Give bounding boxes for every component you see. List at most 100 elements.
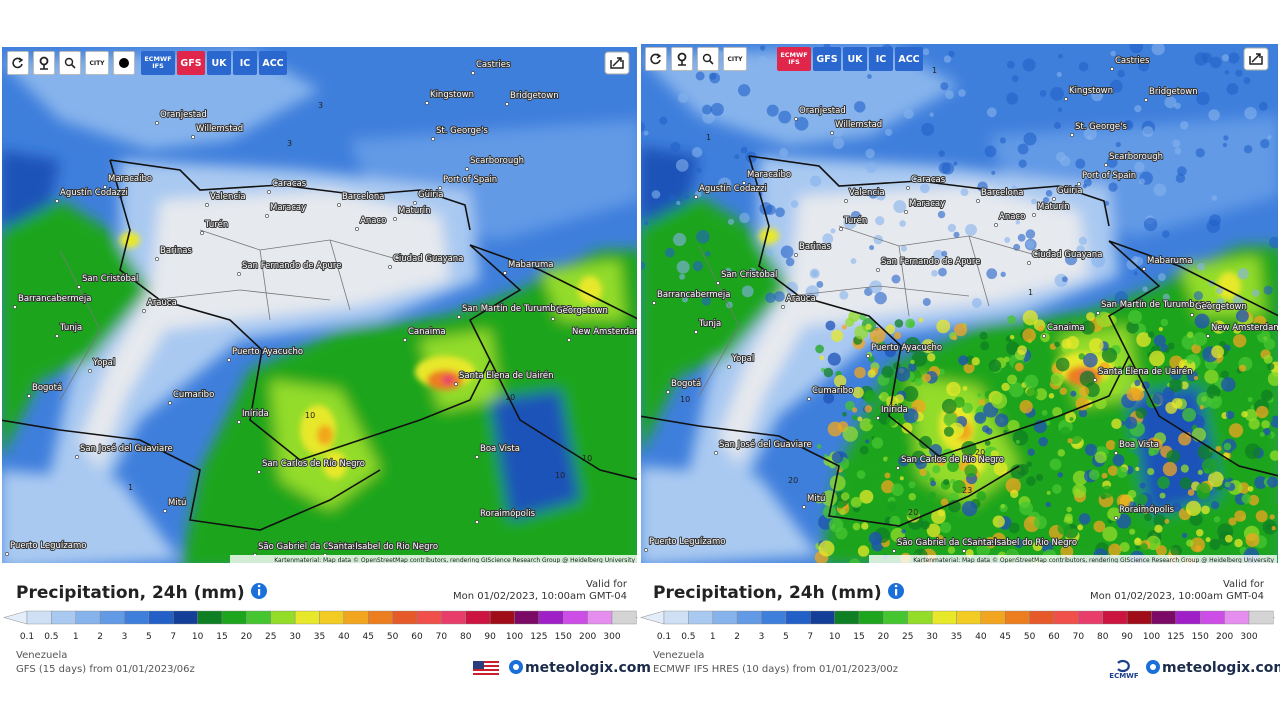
legend-swatch bbox=[489, 610, 515, 625]
precip-cell bbox=[976, 491, 987, 502]
model-button[interactable]: UK bbox=[207, 51, 231, 75]
precip-cell bbox=[974, 411, 987, 424]
city-label: Willemstad bbox=[835, 120, 882, 130]
precip-cell bbox=[1083, 352, 1098, 368]
precip-cell bbox=[1088, 337, 1104, 353]
contour-label: 10 bbox=[505, 393, 515, 402]
precip-cell bbox=[695, 71, 705, 81]
legend-label: 80 bbox=[460, 632, 472, 642]
city-label: Oranjestad bbox=[160, 110, 207, 120]
model-run: ECMWF IFS HRES (10 days) from 01/01/2023… bbox=[653, 664, 898, 675]
legend-label: 50 bbox=[387, 632, 399, 642]
precip-cell bbox=[1055, 357, 1070, 372]
city-dot bbox=[802, 505, 806, 509]
precip-cell bbox=[684, 194, 689, 200]
precip-cell bbox=[841, 324, 847, 330]
precip-cell bbox=[1109, 79, 1123, 93]
city-dot bbox=[103, 185, 107, 189]
precip-cell bbox=[1078, 408, 1088, 418]
location-button[interactable] bbox=[671, 47, 693, 71]
city-label: Maracaibo bbox=[747, 170, 791, 180]
city-label: Agustín Codazzi bbox=[60, 188, 128, 198]
precip-cell bbox=[1056, 72, 1062, 78]
city-dot bbox=[337, 203, 341, 207]
location-button[interactable] bbox=[33, 51, 55, 75]
city-dot bbox=[265, 214, 269, 218]
legend-swatch bbox=[75, 610, 101, 625]
precip-cell bbox=[1008, 382, 1024, 398]
city-label: Turén bbox=[204, 219, 228, 230]
layer-button[interactable] bbox=[113, 51, 135, 75]
precip-cell bbox=[1112, 454, 1125, 467]
model-button[interactable]: ACC bbox=[259, 51, 287, 75]
precip-cell bbox=[1147, 468, 1155, 476]
city-label: Valencia bbox=[210, 192, 246, 202]
precip-cell bbox=[825, 320, 836, 331]
precip-cell bbox=[1255, 510, 1268, 523]
zoom-button[interactable] bbox=[697, 47, 719, 71]
precip-cell bbox=[874, 291, 887, 305]
precip-cell bbox=[1108, 182, 1118, 192]
precip-cell bbox=[1232, 325, 1242, 334]
city-label: Barinas bbox=[799, 242, 831, 252]
legend-label: 40 bbox=[975, 632, 987, 642]
logo: meteologix.com bbox=[1146, 660, 1280, 676]
legend-swatch bbox=[368, 610, 393, 625]
model-button[interactable]: ECMWF IFS bbox=[777, 47, 811, 71]
city-label: Yopal bbox=[731, 354, 754, 364]
refresh-button[interactable] bbox=[7, 51, 29, 75]
precip-cell bbox=[1245, 533, 1260, 548]
precip-cell bbox=[952, 335, 958, 341]
precip-cell bbox=[1182, 407, 1196, 422]
legend-label: 15 bbox=[853, 632, 864, 642]
precip-cell bbox=[859, 445, 869, 455]
model-button[interactable]: GFS bbox=[177, 51, 205, 75]
city-label: Canaima bbox=[408, 327, 446, 337]
refresh-button[interactable] bbox=[645, 47, 667, 71]
city-label: Agustín Codazzi bbox=[699, 184, 767, 194]
precip-cell bbox=[903, 108, 914, 120]
city-dot bbox=[471, 71, 475, 75]
precip-spot bbox=[442, 375, 454, 385]
contour-label: 20 bbox=[908, 508, 918, 517]
precip-cell bbox=[1000, 271, 1006, 278]
city-dot bbox=[1052, 197, 1056, 201]
zoom-button[interactable] bbox=[59, 51, 81, 75]
precip-cell bbox=[898, 455, 909, 467]
city-dot bbox=[844, 199, 848, 203]
precip-cell bbox=[865, 323, 872, 330]
precip-cell bbox=[849, 464, 858, 473]
legend-label: 0.1 bbox=[20, 632, 34, 642]
city-label: Castries bbox=[476, 60, 511, 70]
model-button[interactable]: ECMWF IFS bbox=[141, 51, 175, 75]
precip-cell bbox=[1266, 476, 1278, 488]
precip-cell bbox=[863, 389, 878, 404]
city-toggle[interactable]: CITY bbox=[85, 51, 109, 75]
precip-cell bbox=[1071, 528, 1079, 536]
city-dot bbox=[475, 520, 479, 524]
precip-cell bbox=[1191, 343, 1202, 354]
borders bbox=[2, 159, 637, 531]
precip-cell bbox=[1048, 422, 1057, 432]
city-toggle[interactable]: CITY bbox=[723, 47, 747, 71]
precip-cell bbox=[1126, 321, 1139, 334]
city-dot bbox=[1110, 67, 1114, 71]
model-button[interactable]: GFS bbox=[813, 47, 841, 71]
city-dot bbox=[1114, 451, 1118, 455]
country-border bbox=[1108, 240, 1278, 317]
precip-cell bbox=[1216, 297, 1225, 307]
precip-cell bbox=[1206, 219, 1221, 233]
precip-cell bbox=[1148, 444, 1160, 456]
precip-cell bbox=[977, 392, 982, 398]
model-button[interactable]: ACC bbox=[895, 47, 923, 71]
precip-cell bbox=[1026, 476, 1036, 486]
model-button[interactable]: IC bbox=[233, 51, 257, 75]
model-button[interactable]: UK bbox=[843, 47, 867, 71]
precip-cell bbox=[952, 480, 966, 494]
valid-time: Mon 01/02/2023, 10:00am GMT-04 bbox=[1090, 591, 1264, 602]
model-button[interactable]: IC bbox=[869, 47, 893, 71]
precip-cell bbox=[982, 425, 990, 433]
precip-cell bbox=[1263, 285, 1273, 295]
map-layer: Castries Kingstown Bridgetown Oranjestad Wil… bbox=[641, 44, 1278, 563]
precip-cell bbox=[927, 353, 936, 362]
